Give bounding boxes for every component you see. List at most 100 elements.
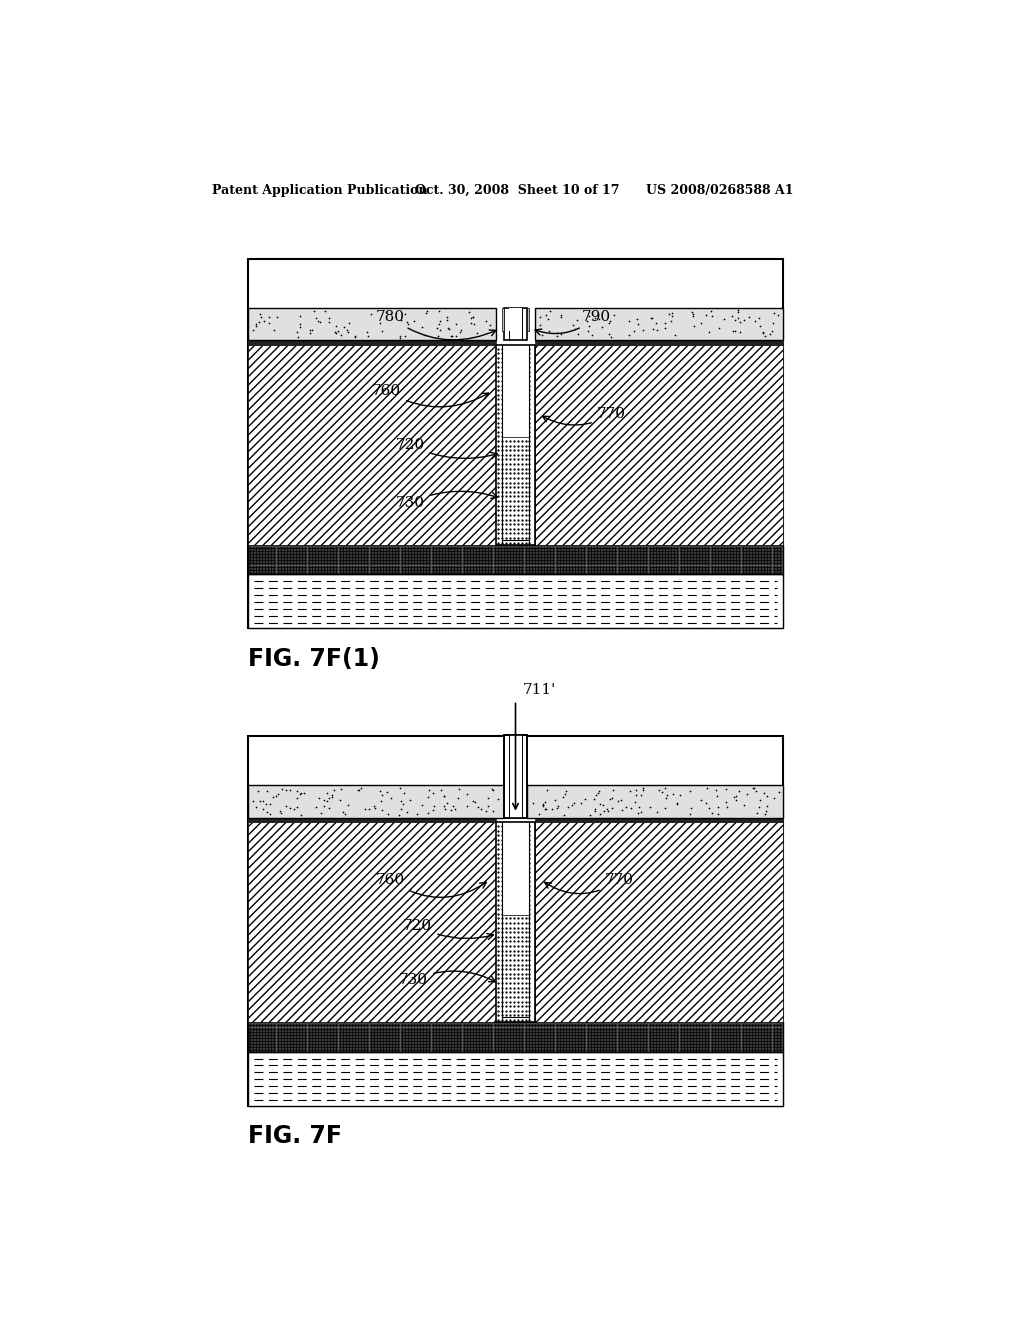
Point — [656, 313, 673, 334]
Point — [316, 300, 333, 321]
Point — [557, 783, 573, 804]
Point — [443, 800, 460, 821]
Bar — [248, 785, 504, 817]
Point — [478, 310, 495, 331]
Point — [267, 785, 284, 807]
Point — [726, 787, 742, 808]
Point — [254, 799, 270, 820]
Point — [633, 803, 649, 824]
Point — [426, 796, 442, 817]
Point — [698, 793, 715, 814]
Point — [293, 804, 309, 825]
Point — [531, 306, 548, 327]
Point — [248, 315, 264, 337]
Bar — [504, 735, 527, 817]
Point — [600, 313, 616, 334]
Point — [420, 803, 436, 824]
Point — [727, 321, 743, 342]
Point — [705, 803, 721, 824]
Point — [629, 309, 645, 330]
Point — [663, 310, 679, 331]
Point — [600, 800, 616, 821]
Point — [436, 799, 453, 820]
Text: Oct. 30, 2008  Sheet 10 of 17: Oct. 30, 2008 Sheet 10 of 17 — [415, 185, 620, 197]
Point — [628, 779, 644, 800]
Point — [302, 322, 318, 343]
Point — [465, 306, 481, 327]
Point — [391, 804, 408, 825]
Point — [731, 780, 748, 801]
Point — [282, 797, 298, 818]
Point — [421, 780, 437, 801]
Point — [402, 789, 419, 810]
Point — [683, 797, 699, 818]
Point — [534, 325, 550, 346]
Point — [255, 310, 271, 331]
Point — [568, 310, 585, 331]
Point — [379, 781, 395, 803]
Point — [480, 787, 497, 808]
Point — [358, 321, 375, 342]
Point — [321, 308, 337, 329]
Point — [613, 789, 630, 810]
Point — [463, 308, 479, 329]
Point — [697, 305, 714, 326]
Point — [635, 779, 651, 800]
Point — [332, 789, 348, 810]
Point — [596, 800, 612, 821]
Point — [716, 308, 732, 329]
Point — [433, 780, 450, 801]
Point — [582, 804, 598, 825]
Bar — [509, 308, 521, 331]
Point — [485, 780, 502, 801]
Point — [435, 785, 452, 807]
Point — [726, 309, 742, 330]
Bar — [248, 341, 496, 345]
Point — [711, 317, 727, 338]
Point — [292, 305, 308, 326]
Point — [367, 795, 383, 816]
Point — [428, 317, 444, 338]
Point — [727, 785, 743, 807]
Point — [273, 777, 290, 799]
Text: US 2008/0268588 A1: US 2008/0268588 A1 — [646, 185, 794, 197]
Bar — [248, 545, 783, 574]
Point — [340, 795, 356, 816]
Point — [459, 795, 475, 816]
Point — [762, 323, 778, 345]
Point — [336, 317, 352, 338]
Bar — [248, 574, 783, 628]
Point — [669, 793, 685, 814]
Point — [245, 791, 261, 812]
Point — [621, 325, 637, 346]
Point — [757, 325, 773, 346]
Point — [718, 777, 734, 799]
Point — [420, 787, 436, 808]
Point — [751, 796, 767, 817]
Point — [602, 788, 618, 809]
Point — [553, 323, 569, 345]
Point — [552, 306, 568, 327]
Point — [310, 787, 327, 808]
Point — [347, 326, 364, 347]
Point — [309, 310, 326, 331]
Point — [436, 785, 453, 807]
Text: 720: 720 — [395, 438, 498, 458]
Point — [656, 317, 673, 338]
Point — [622, 780, 638, 801]
Point — [648, 313, 665, 334]
Point — [329, 322, 345, 343]
Point — [260, 312, 276, 333]
Point — [542, 301, 558, 322]
Point — [328, 315, 344, 337]
Point — [592, 803, 608, 824]
Point — [564, 795, 581, 816]
Point — [406, 310, 422, 331]
Point — [278, 780, 294, 801]
Point — [400, 314, 417, 335]
Point — [703, 305, 720, 326]
Point — [610, 791, 627, 812]
Point — [643, 308, 659, 329]
Point — [685, 306, 701, 327]
Bar — [496, 345, 535, 545]
